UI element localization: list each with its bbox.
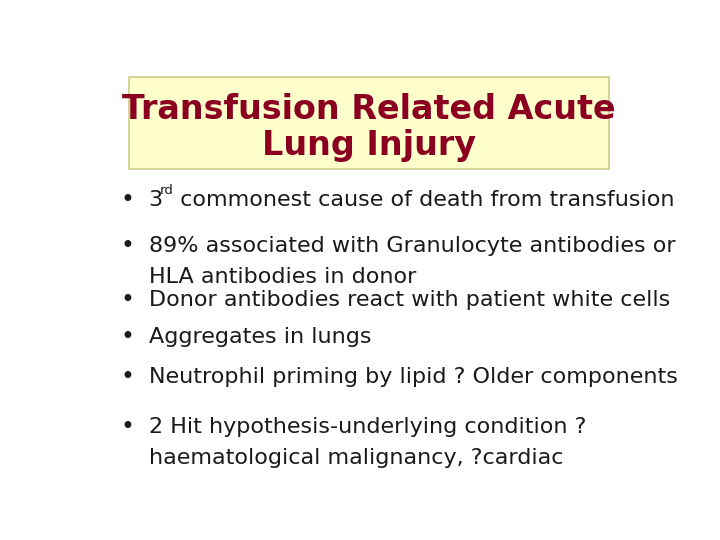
FancyBboxPatch shape	[129, 77, 609, 168]
Text: rd: rd	[160, 184, 174, 197]
Text: 2 Hit hypothesis-underlying condition ?: 2 Hit hypothesis-underlying condition ?	[148, 416, 586, 436]
Text: 89% associated with Granulocyte antibodies or: 89% associated with Granulocyte antibodi…	[148, 235, 675, 255]
Text: •: •	[121, 325, 135, 349]
Text: Aggregates in lungs: Aggregates in lungs	[148, 327, 371, 347]
Text: •: •	[121, 188, 135, 212]
Text: •: •	[121, 288, 135, 312]
Text: •: •	[121, 364, 135, 389]
Text: Neutrophil priming by lipid ? Older components: Neutrophil priming by lipid ? Older comp…	[148, 367, 678, 387]
Text: commonest cause of death from transfusion: commonest cause of death from transfusio…	[173, 190, 674, 210]
Text: Donor antibodies react with patient white cells: Donor antibodies react with patient whit…	[148, 290, 670, 310]
Text: haematological malignancy, ?cardiac: haematological malignancy, ?cardiac	[148, 448, 563, 468]
Text: •: •	[121, 415, 135, 438]
Text: Lung Injury: Lung Injury	[262, 130, 476, 163]
Text: •: •	[121, 234, 135, 258]
Text: 3: 3	[148, 190, 163, 210]
Text: Transfusion Related Acute: Transfusion Related Acute	[122, 93, 616, 126]
Text: HLA antibodies in donor: HLA antibodies in donor	[148, 267, 416, 287]
